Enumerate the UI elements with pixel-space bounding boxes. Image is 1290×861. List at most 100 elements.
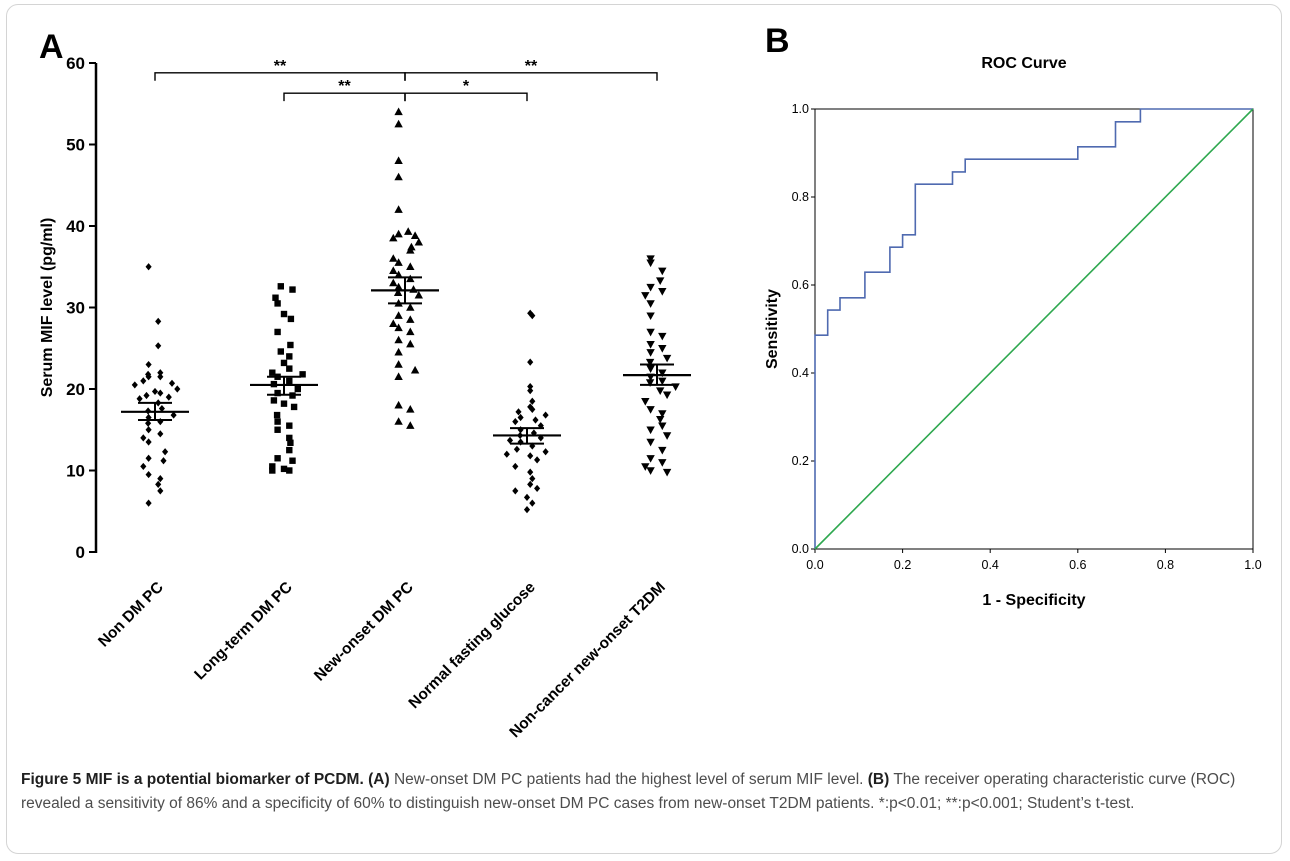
data-point xyxy=(289,286,296,293)
data-point xyxy=(404,227,413,235)
data-point xyxy=(272,294,279,301)
data-point xyxy=(658,267,667,276)
significance-label: ** xyxy=(338,78,351,95)
y-tick-label: 60 xyxy=(66,54,85,73)
data-point xyxy=(394,360,403,368)
data-point xyxy=(646,328,655,337)
data-point xyxy=(646,340,655,349)
data-point xyxy=(646,365,655,374)
x-category-label: Long-term DM PC xyxy=(191,579,296,684)
data-point xyxy=(646,349,655,357)
data-point xyxy=(274,389,281,397)
data-point xyxy=(170,411,177,419)
data-point xyxy=(269,467,276,474)
data-point xyxy=(269,369,276,376)
data-point xyxy=(273,411,281,419)
data-point xyxy=(270,397,278,404)
data-point xyxy=(662,432,672,440)
x-tick-label: 1.0 xyxy=(1244,558,1261,572)
panel-b-roc-chart: B ROC Curve 0.0 0.2 0.4 0.6 0.8 1.0 0.0 0.2 0.4 0.6… xyxy=(764,22,1262,609)
roc-plot-frame xyxy=(814,108,1254,550)
data-point xyxy=(414,237,423,246)
data-point xyxy=(140,377,147,385)
data-point xyxy=(274,426,281,433)
significance-label: * xyxy=(463,78,470,95)
data-point xyxy=(534,456,541,464)
x-tick-label: 0.4 xyxy=(982,558,999,572)
data-point xyxy=(394,335,403,344)
data-point xyxy=(523,506,531,514)
panel-a-letter: A xyxy=(39,28,64,66)
data-point xyxy=(269,463,276,470)
y-tick-label: 0.2 xyxy=(792,454,809,468)
data-point xyxy=(157,475,164,483)
data-point xyxy=(410,231,420,239)
data-point xyxy=(394,172,403,181)
significance-bracket xyxy=(404,72,658,81)
reference-diagonal-line xyxy=(814,108,1254,550)
data-point xyxy=(155,317,162,325)
data-point xyxy=(646,455,655,463)
caption-b-tag: (B) xyxy=(867,771,890,788)
data-point xyxy=(145,499,152,507)
data-point xyxy=(512,462,519,471)
data-point xyxy=(389,278,398,287)
data-point xyxy=(280,310,288,318)
data-point xyxy=(646,259,655,268)
data-point xyxy=(656,415,665,424)
data-point xyxy=(299,371,306,378)
y-tick-label: 40 xyxy=(66,217,85,236)
data-point xyxy=(280,465,288,473)
data-point xyxy=(641,292,650,300)
x-tick-label: 0.6 xyxy=(1069,558,1086,572)
x-category-label: New-onset DM PC xyxy=(311,579,417,685)
data-point xyxy=(165,393,172,401)
data-point xyxy=(389,233,398,242)
data-point xyxy=(529,397,536,405)
data-point xyxy=(641,463,650,471)
data-point xyxy=(157,373,164,381)
data-point xyxy=(506,436,514,444)
data-point xyxy=(646,406,655,414)
data-point xyxy=(532,416,539,424)
data-point xyxy=(394,229,403,238)
data-point xyxy=(145,454,152,462)
data-point xyxy=(658,369,667,378)
data-point xyxy=(277,348,284,355)
data-point xyxy=(131,381,138,389)
y-tick-label: 0.4 xyxy=(792,366,809,380)
data-point xyxy=(287,315,295,323)
data-point xyxy=(280,400,288,407)
data-point xyxy=(145,373,152,381)
data-point xyxy=(656,387,665,396)
data-point xyxy=(529,405,536,413)
data-point xyxy=(393,288,403,297)
data-point xyxy=(658,410,667,418)
data-point xyxy=(286,365,293,372)
y-tick-label: 20 xyxy=(66,380,85,399)
data-point xyxy=(394,258,403,266)
data-point xyxy=(406,274,415,283)
data-point xyxy=(145,470,152,479)
data-point xyxy=(523,493,531,501)
data-point xyxy=(394,156,403,164)
data-point xyxy=(136,395,143,403)
data-point xyxy=(645,379,655,387)
x-tick-label: 0.2 xyxy=(894,558,911,572)
data-point xyxy=(410,365,420,374)
data-point xyxy=(286,353,293,360)
data-point xyxy=(658,288,667,296)
data-point xyxy=(515,408,522,416)
data-point xyxy=(277,283,284,290)
data-point xyxy=(274,300,281,307)
data-point xyxy=(662,468,672,477)
data-point xyxy=(151,387,159,396)
data-point xyxy=(294,385,301,393)
data-point xyxy=(527,452,534,460)
data-point xyxy=(162,448,169,456)
data-point xyxy=(406,303,415,311)
data-point xyxy=(658,345,667,353)
data-point xyxy=(286,446,293,454)
x-axis-label: 1 - Specificity xyxy=(982,592,1085,609)
